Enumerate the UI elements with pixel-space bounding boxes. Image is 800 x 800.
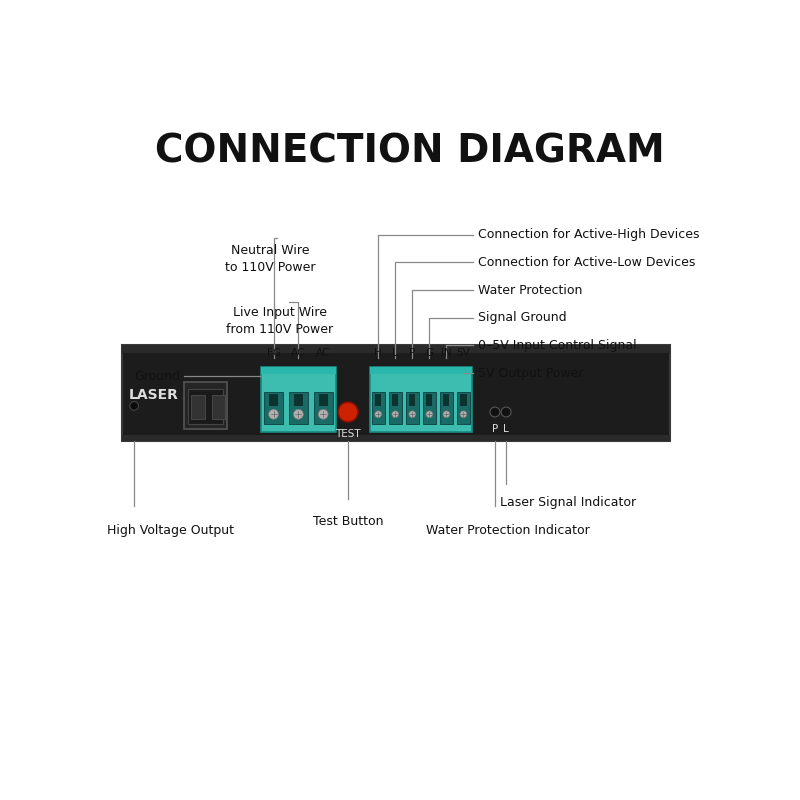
Text: P: P <box>492 424 498 434</box>
Text: Water Protection Indicator: Water Protection Indicator <box>426 524 590 537</box>
Bar <box>406 392 419 424</box>
Circle shape <box>130 402 138 410</box>
Bar <box>262 367 336 374</box>
Text: LASER: LASER <box>129 388 179 402</box>
Circle shape <box>269 410 278 419</box>
Text: Connection for Active-High Devices: Connection for Active-High Devices <box>478 228 700 241</box>
Circle shape <box>318 410 328 419</box>
Circle shape <box>426 411 433 418</box>
Text: Neutral Wire
to 110V Power: Neutral Wire to 110V Power <box>226 245 316 274</box>
Text: Water Protection: Water Protection <box>478 283 582 297</box>
Text: Laser Signal Indicator: Laser Signal Indicator <box>500 496 636 510</box>
Bar <box>184 382 227 429</box>
Bar <box>457 392 470 424</box>
Bar <box>318 394 328 406</box>
Bar <box>294 394 303 406</box>
Bar <box>264 392 283 424</box>
Text: G: G <box>426 348 434 358</box>
Bar <box>191 394 205 419</box>
Text: 0–5V Input Control Signal: 0–5V Input Control Signal <box>478 339 637 352</box>
Text: TEST: TEST <box>335 430 361 439</box>
Circle shape <box>501 407 511 417</box>
Text: AC: AC <box>291 348 306 358</box>
Bar <box>370 367 472 374</box>
Text: Test Button: Test Button <box>313 515 383 528</box>
Text: Connection for Active-Low Devices: Connection for Active-Low Devices <box>478 256 695 269</box>
Text: High Voltage Output: High Voltage Output <box>107 524 234 537</box>
Bar <box>389 392 402 424</box>
Text: AC: AC <box>316 348 330 358</box>
Bar <box>188 389 222 424</box>
Circle shape <box>338 402 358 422</box>
Text: L: L <box>503 424 509 434</box>
Bar <box>262 367 336 432</box>
Bar <box>211 394 226 419</box>
Bar <box>375 394 382 406</box>
Text: P: P <box>410 348 415 358</box>
Bar <box>426 394 433 406</box>
Text: IN: IN <box>441 348 452 358</box>
Bar <box>461 394 466 406</box>
Circle shape <box>490 407 500 417</box>
Bar <box>423 392 436 424</box>
Bar <box>314 392 333 424</box>
Circle shape <box>443 411 450 418</box>
Text: 5V Output Power: 5V Output Power <box>478 366 584 380</box>
Text: Live Input Wire
from 110V Power: Live Input Wire from 110V Power <box>226 306 334 335</box>
Circle shape <box>409 411 416 418</box>
Text: Ground: Ground <box>134 370 181 382</box>
Text: H: H <box>374 348 382 358</box>
Text: Signal Ground: Signal Ground <box>478 311 567 324</box>
Text: CONNECTION DIAGRAM: CONNECTION DIAGRAM <box>155 133 665 170</box>
Text: 5V: 5V <box>457 348 470 358</box>
Circle shape <box>392 411 398 418</box>
Bar <box>122 346 670 441</box>
Bar <box>122 434 670 441</box>
Text: L: L <box>392 348 398 358</box>
Bar <box>392 394 398 406</box>
Bar <box>289 392 308 424</box>
Circle shape <box>294 410 303 419</box>
Circle shape <box>460 411 467 418</box>
Bar <box>122 346 670 353</box>
Bar <box>269 394 278 406</box>
Text: FG: FG <box>266 348 281 358</box>
Circle shape <box>375 411 382 418</box>
Bar <box>440 392 453 424</box>
Bar <box>370 367 472 432</box>
Bar <box>372 392 385 424</box>
Bar <box>410 394 415 406</box>
Bar <box>443 394 450 406</box>
